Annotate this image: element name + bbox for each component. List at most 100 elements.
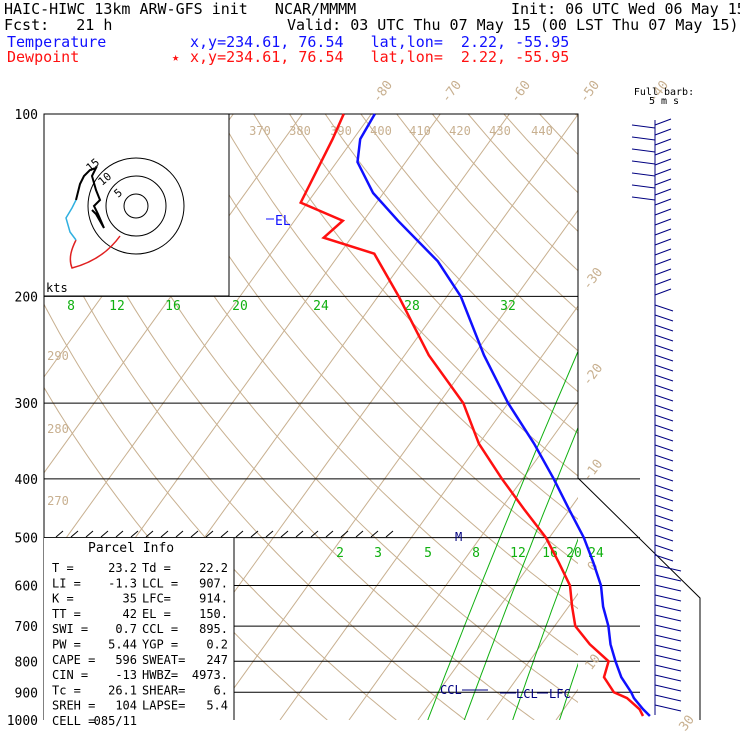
temperature-location: x,y=234.61, 76.54 lat,lon= 2.22, -55.95 xyxy=(190,33,570,51)
wind-barb xyxy=(654,248,672,256)
plot-frame xyxy=(44,113,701,720)
dry-adiabat xyxy=(503,114,578,194)
dry-adiabat xyxy=(146,114,578,610)
hatch-mark xyxy=(145,530,154,538)
pressure-label: 200 xyxy=(15,290,38,305)
mixing-ratio-label: 32 xyxy=(500,299,516,314)
wind-barb xyxy=(654,694,682,702)
hatch-mark xyxy=(160,530,169,538)
wind-barb xyxy=(654,188,672,196)
wind-barb xyxy=(654,148,672,156)
wind-barb xyxy=(654,288,672,296)
mixing-ratio-label: 2 xyxy=(336,546,344,561)
mixing-ratio-label: 28 xyxy=(404,299,420,314)
wind-barb xyxy=(654,238,672,246)
parcel-info-box xyxy=(44,538,234,720)
theta-label: 290 xyxy=(47,349,69,363)
m-label: M xyxy=(455,530,462,544)
wind-barb xyxy=(654,384,674,392)
wind-barb xyxy=(654,208,672,216)
wind-barb xyxy=(654,554,674,562)
parcel-field-value: 085/11 xyxy=(94,714,137,728)
hatch-mark xyxy=(370,530,379,538)
wind-barb xyxy=(654,484,674,492)
hatch-mark xyxy=(70,530,79,538)
wind-barb xyxy=(654,424,674,432)
hodograph-ring xyxy=(87,157,185,255)
parcel-field-name: Tc = xyxy=(52,683,81,697)
mixing-ratio-label: 16 xyxy=(542,546,558,561)
parcel-field-value: 0.7 xyxy=(115,622,137,636)
dry-adiabat xyxy=(432,114,578,272)
isotherm-line xyxy=(210,209,578,720)
wind-barb xyxy=(654,334,674,342)
parcel-field-name: PW = xyxy=(52,638,81,652)
parcel-field-value: 42 xyxy=(123,607,137,621)
theta-label: 400 xyxy=(370,124,392,138)
hodograph-lower-red xyxy=(69,235,121,269)
mixing-ratio-label: 5 xyxy=(424,546,432,561)
hatch-mark xyxy=(175,530,184,538)
mixing-ratio-label: 16 xyxy=(165,299,181,314)
wind-barb xyxy=(654,258,672,266)
hatch-mark xyxy=(115,530,124,538)
wind-barb xyxy=(654,314,674,322)
wind-barb xyxy=(654,228,672,236)
pressure-label: 700 xyxy=(15,620,38,635)
wind-barb xyxy=(631,136,656,141)
parcel-field-value: 6. xyxy=(214,683,228,697)
dry-adiabat xyxy=(44,216,466,720)
pressure-label: 500 xyxy=(15,532,38,547)
parcel-field-value: 23.2 xyxy=(108,561,137,575)
parcel-field-name: Td = xyxy=(142,561,171,575)
wind-barb xyxy=(654,514,674,522)
parcel-field-name: LAPSE= xyxy=(142,699,185,713)
wind-barb xyxy=(654,454,674,462)
hatch-mark xyxy=(340,530,349,538)
wind-barb xyxy=(654,634,682,642)
wind-barb xyxy=(654,434,674,442)
wind-barb xyxy=(654,364,674,372)
parcel-field-value: 895. xyxy=(199,622,228,636)
hatch-mark xyxy=(265,530,274,538)
hodograph-lower-cyan xyxy=(65,199,77,241)
hatch-mark xyxy=(190,530,199,538)
isotherm-label: -70 xyxy=(439,78,465,106)
wind-barb xyxy=(654,644,682,652)
hatch-mark xyxy=(130,530,139,538)
theta-label: 280 xyxy=(47,422,69,436)
mixing-ratio-label: 8 xyxy=(472,546,480,561)
parcel-field-name: K = xyxy=(52,592,74,606)
isotherm-label: -30 xyxy=(580,265,606,293)
parcel-field-name: SHEAR= xyxy=(142,683,185,697)
dewpoint-legend: Dewpoint xyxy=(7,48,80,66)
parcel-field-name: LCL = xyxy=(142,576,178,590)
ccl-label: CCL xyxy=(440,683,462,697)
theta-label: 430 xyxy=(489,124,511,138)
dry-adiabat xyxy=(217,114,578,520)
model-title: HAIC-HIWC 13km ARW-GFS init NCAR/MMMM xyxy=(4,0,357,18)
wind-barb xyxy=(654,324,674,332)
wind-barb xyxy=(654,404,674,412)
wind-barb xyxy=(654,524,674,532)
init-time: Init: 06 UTC Wed 06 May 15 xyxy=(511,0,740,18)
mixing-ratio-line xyxy=(463,426,578,720)
temperature-legend: Temperature xyxy=(7,33,107,51)
hatch-mark xyxy=(220,530,229,538)
wind-barb xyxy=(654,584,682,592)
parcel-field-name: SWEAT= xyxy=(142,653,185,667)
dewpoint-trace xyxy=(298,113,645,717)
wind-barb xyxy=(654,414,674,422)
wind-barb xyxy=(654,168,672,176)
wind-barb xyxy=(654,594,682,602)
parcel-field-value: 907. xyxy=(199,576,228,590)
wind-barb xyxy=(654,158,672,166)
lfc-label: LFC xyxy=(549,687,571,701)
dry-adiabat xyxy=(110,114,578,656)
parcel-field-value: 247 xyxy=(206,653,228,667)
mixing-ratio-line xyxy=(696,296,740,720)
wind-barb xyxy=(654,494,674,502)
dry-adiabat xyxy=(683,114,740,720)
hatch-mark xyxy=(85,530,94,538)
parcel-field-value: 5.44 xyxy=(108,638,137,652)
